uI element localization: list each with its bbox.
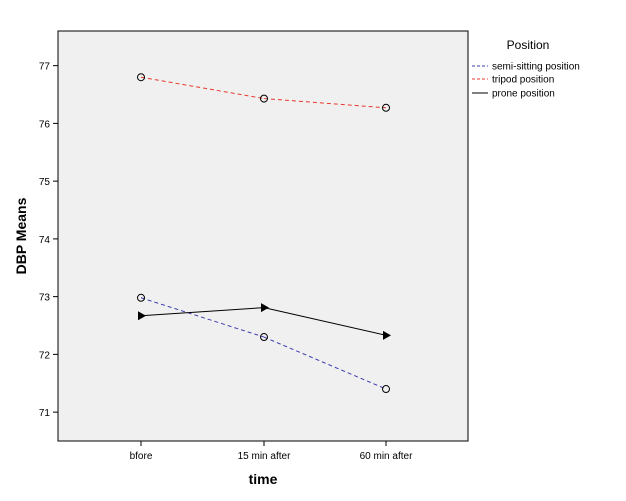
series-layer [137,73,391,394]
y-axis-title: DBP Means [13,197,29,274]
x-tick-label: 15 min after [238,451,291,462]
series-line-segment [263,307,387,336]
data-point-triangle [261,303,269,313]
x-tick-label: 60 min after [360,451,413,462]
legend-item-label: tripod position [492,75,554,86]
series-line-segment [263,336,387,390]
y-tick-label: 71 [39,408,51,419]
data-point-circle [137,73,145,82]
data-point-circle [260,333,268,342]
data-point-triangle [138,311,146,321]
y-tick-label: 77 [39,62,51,73]
data-point-circle [260,94,268,103]
y-axis: 71 72 73 74 75 76 77 [39,62,58,419]
legend-item-label: prone position [492,89,555,100]
series-line-segment [140,307,265,317]
y-tick-label: 73 [39,293,51,304]
data-point-triangle [383,330,391,340]
series-line-segment [140,297,265,338]
series-line-segment [263,98,387,109]
y-tick-label: 75 [39,177,51,188]
y-tick-label: 72 [39,350,51,361]
x-tick-label: bfore [130,451,153,462]
y-tick-label: 76 [39,119,51,130]
data-point-circle [382,385,390,394]
x-axis: bfore 15 min after 60 min after [130,441,413,462]
data-point-circle [382,103,390,112]
legend-title: Position [507,38,550,52]
y-tick-label: 74 [39,235,51,246]
legend-item-label: semi-sitting position [492,62,580,73]
data-point-circle [137,293,145,302]
plot-area [57,30,469,442]
x-axis-title: time [249,471,278,487]
legend: Position semi-sitting position tripod pos… [472,38,580,100]
